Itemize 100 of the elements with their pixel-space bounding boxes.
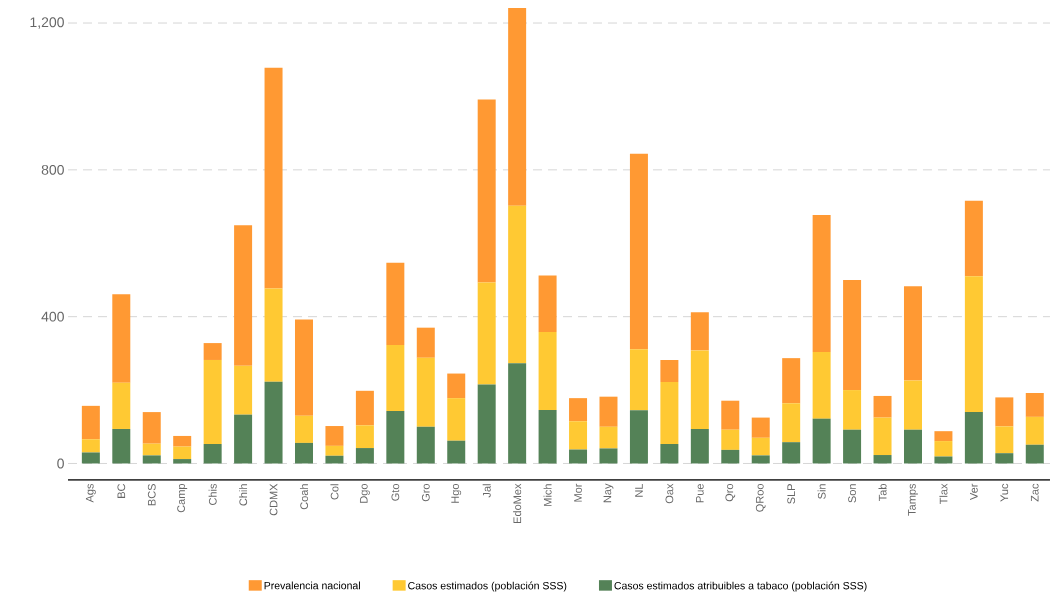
bar (629, 153, 648, 350)
bar (264, 288, 283, 382)
x-tick-label: Gto (391, 483, 400, 501)
x-tick-label: BC (117, 483, 126, 498)
bar (112, 294, 131, 383)
x-tick-label: Zac (1030, 483, 1039, 502)
x-tick-label: Tab (878, 483, 887, 501)
bar (751, 455, 770, 464)
x-tick-label: Ver (970, 483, 978, 500)
y-tick-label: 1,200 (30, 17, 64, 29)
bar (538, 332, 557, 410)
bar (294, 319, 313, 416)
x-tick-label: Tamps (908, 483, 918, 516)
bar (903, 286, 922, 381)
bar (386, 262, 405, 345)
bar (355, 390, 374, 426)
bar (843, 279, 862, 391)
bar (690, 428, 709, 464)
bar (81, 405, 100, 440)
bar (1025, 393, 1044, 417)
bar (964, 200, 983, 277)
bar (569, 398, 588, 422)
bar (325, 426, 344, 446)
bar (386, 410, 405, 464)
x-tick-label: Ags (85, 483, 96, 503)
x-tick-label: Chih (239, 484, 248, 506)
bar (599, 396, 618, 427)
bar (355, 425, 374, 449)
x-tick-label: EdoMex (513, 483, 522, 523)
bar (538, 409, 557, 464)
x-tick-label: Chis (208, 483, 217, 505)
bar (569, 421, 588, 450)
bar (812, 351, 831, 419)
bar (447, 373, 466, 399)
bar (751, 437, 770, 456)
bar (599, 426, 618, 449)
x-tick-label: NL (635, 483, 643, 497)
bar (416, 426, 435, 464)
bar (477, 384, 496, 464)
bar (569, 449, 588, 464)
x-tick-label: Coah (299, 484, 309, 510)
x-tick-label: Son (848, 484, 856, 503)
x-tick-label: Col (330, 484, 339, 500)
bar (1025, 444, 1044, 464)
bar (355, 448, 374, 464)
bar (721, 400, 740, 430)
bar (112, 382, 131, 429)
bar (477, 282, 496, 385)
bar (964, 412, 983, 464)
y-tick-label: 0 (57, 458, 64, 469)
bar (934, 456, 953, 464)
bar (325, 455, 344, 464)
x-tick-label: Oax (665, 483, 674, 504)
bar (690, 350, 709, 429)
bar (599, 448, 618, 464)
bar (142, 443, 161, 456)
x-tick-label: SLP (787, 484, 796, 504)
x-tick-label: Gro (421, 483, 430, 502)
legend-label: Casos estimados (población SSS) (408, 581, 567, 592)
bar (203, 343, 222, 360)
x-tick-label: CDMX (269, 483, 278, 516)
bar (751, 417, 770, 438)
bar (873, 395, 892, 418)
legend-label: Prevalencia nacional (264, 581, 360, 590)
bar (325, 445, 344, 456)
x-tick-label: Pue (696, 484, 704, 503)
bar (782, 358, 801, 404)
bar (508, 205, 527, 364)
bar (903, 380, 922, 430)
bar (903, 429, 922, 464)
bar (447, 398, 466, 441)
bar (934, 441, 953, 457)
bar (782, 403, 801, 443)
x-tick-label: QRoo (755, 483, 766, 512)
x-tick-label: Mor (574, 483, 582, 502)
bar (843, 390, 862, 430)
bar (173, 446, 192, 460)
x-tick-label: Nay (603, 483, 614, 503)
bar (173, 459, 192, 464)
x-tick-label: Sin (817, 484, 826, 499)
y-tick-label: 400 (41, 311, 64, 322)
x-tick-label: Tlax (939, 483, 948, 505)
bar (81, 439, 100, 453)
bar (934, 431, 953, 442)
bar (203, 359, 222, 445)
bar (964, 276, 983, 413)
bar (234, 414, 253, 464)
bar (234, 365, 253, 415)
bar (721, 449, 740, 464)
x-tick-label: Yuc (1000, 483, 1009, 502)
x-tick-label: Jal (482, 484, 491, 498)
bar (721, 429, 740, 450)
bar (660, 359, 679, 382)
bar (995, 426, 1014, 454)
bar (873, 417, 892, 456)
bar (264, 381, 283, 464)
legend-label: Casos estimados atribuibles a tabaco (población SSS) (614, 581, 867, 592)
bar (995, 453, 1014, 464)
bar (142, 412, 161, 444)
x-tick-label: Camp (177, 484, 188, 513)
